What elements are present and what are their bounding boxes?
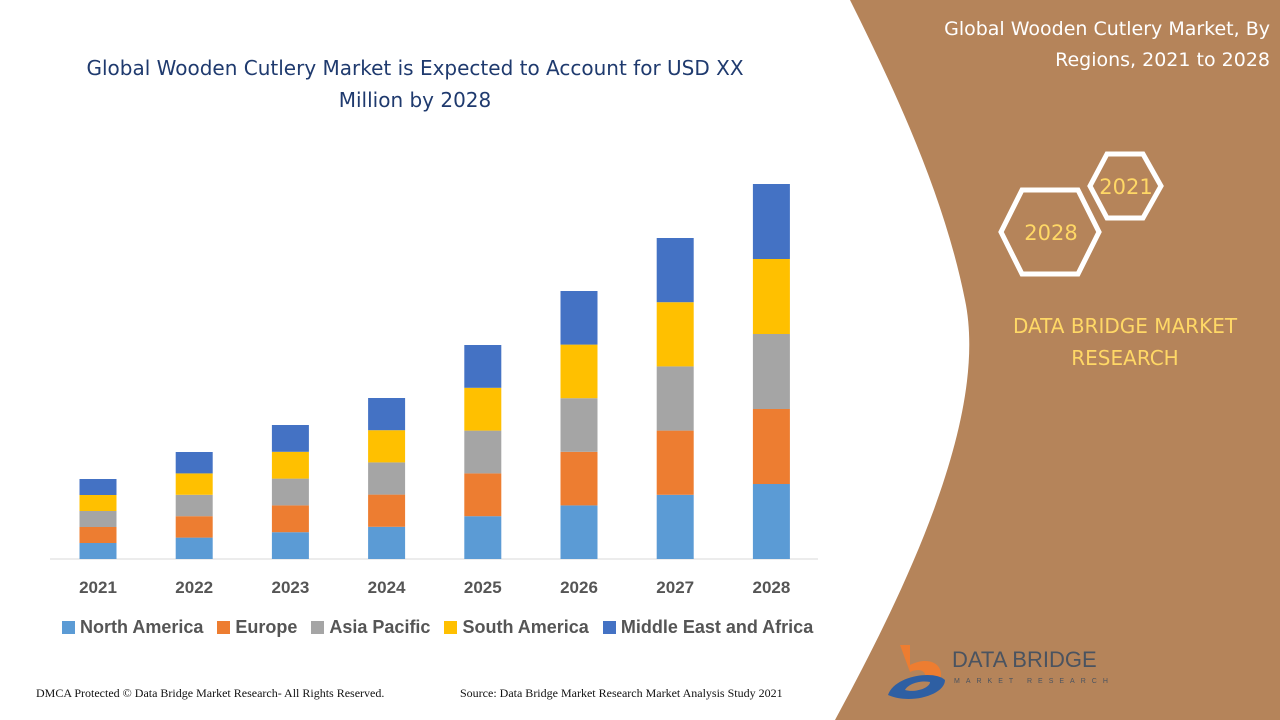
bar-segment (464, 430, 502, 474)
bar-segment (560, 451, 598, 506)
bar-segment (79, 543, 117, 559)
hex-label-2021: 2021 (1099, 175, 1152, 199)
bar-segment (560, 344, 598, 399)
legend-item: Asia Pacific (311, 617, 430, 638)
logo-text: DATA BRIDGE (952, 647, 1097, 672)
x-tick-label: 2024 (368, 578, 406, 597)
bar-segment (79, 511, 117, 527)
bars: 2021 2022 2023 2024 2025 2026 2027 2028 (79, 184, 790, 597)
chart-title: Global Wooden Cutlery Market is Expected… (86, 56, 744, 112)
bar-segment (175, 537, 213, 559)
legend-swatch (62, 621, 75, 634)
legend-swatch (217, 621, 231, 634)
x-tick-label: 2022 (175, 578, 213, 597)
bar-segment (271, 532, 309, 559)
bar-segment (464, 387, 502, 431)
legend-label: North America (80, 617, 204, 637)
bar-segment (79, 495, 117, 511)
legend-label: Middle East and Africa (620, 617, 814, 637)
bar-segment (464, 516, 502, 559)
bar-segment (271, 425, 309, 452)
legend-item: North America (62, 617, 203, 638)
bar-segment (79, 479, 117, 495)
bar-segment (560, 291, 598, 345)
hexagon-2028 (998, 187, 1102, 277)
legend-item: South America (444, 617, 589, 638)
x-tick-label: 2027 (656, 578, 694, 597)
bar-segment (560, 505, 598, 559)
bar-segment (560, 398, 598, 452)
footer-copyright: DMCA Protected © Data Bridge Market Rese… (36, 686, 385, 700)
x-tick-label: 2023 (271, 578, 309, 597)
bar-segment (752, 409, 790, 484)
footer-source: Source: Data Bridge Market Research Mark… (460, 686, 783, 700)
legend-item: Europe (217, 617, 297, 638)
side-panel (835, 0, 1280, 720)
bar-segment (656, 366, 694, 431)
legend: North America Europe Asia Pacific South … (62, 617, 813, 638)
bar-segment (368, 430, 406, 463)
x-tick-label: 2026 (560, 578, 598, 597)
bar-segment (752, 259, 790, 334)
bar-segment (656, 238, 694, 303)
bar-segment (656, 302, 694, 367)
bar-segment (464, 473, 502, 517)
legend-label: South America (462, 617, 589, 637)
bar-segment (752, 184, 790, 259)
legend-item: Middle East and Africa (602, 617, 814, 638)
x-tick-label: 2021 (79, 578, 117, 597)
bar-segment (271, 505, 309, 533)
bar-segment (656, 430, 694, 495)
legend-swatch (311, 621, 325, 634)
bar-segment (175, 494, 213, 517)
bar-segment (368, 462, 406, 495)
x-tick-label: 2028 (752, 578, 790, 597)
bar-segment (752, 484, 790, 559)
bar-segment (175, 473, 213, 495)
legend-swatch (444, 621, 458, 634)
legend-swatch (602, 621, 616, 634)
side-panel-title: Global Wooden Cutlery Market, By Regions… (944, 18, 1270, 71)
bar-segment (368, 494, 406, 527)
bar-segment (656, 494, 694, 559)
bar-segment (271, 451, 309, 479)
bar-segment (464, 345, 502, 388)
bar-segment (752, 334, 790, 409)
brand-name: DATA BRIDGE MARKET RESEARCH (1012, 314, 1238, 370)
bar-segment (175, 516, 213, 538)
bar-segment (368, 526, 406, 559)
hexagon-2021 (1087, 151, 1164, 221)
legend-label: Asia Pacific (329, 617, 431, 637)
legend-label: Europe (235, 617, 298, 637)
bar-segment (175, 452, 213, 474)
logo-subtext: MARKET RESEARCH (954, 678, 1114, 685)
bar-segment (79, 527, 117, 543)
x-tick-label: 2025 (464, 578, 502, 597)
logo-icon (888, 645, 945, 700)
bar-segment (368, 398, 406, 431)
bar-segment (271, 478, 309, 506)
hex-label-2028: 2028 (1024, 221, 1077, 245)
